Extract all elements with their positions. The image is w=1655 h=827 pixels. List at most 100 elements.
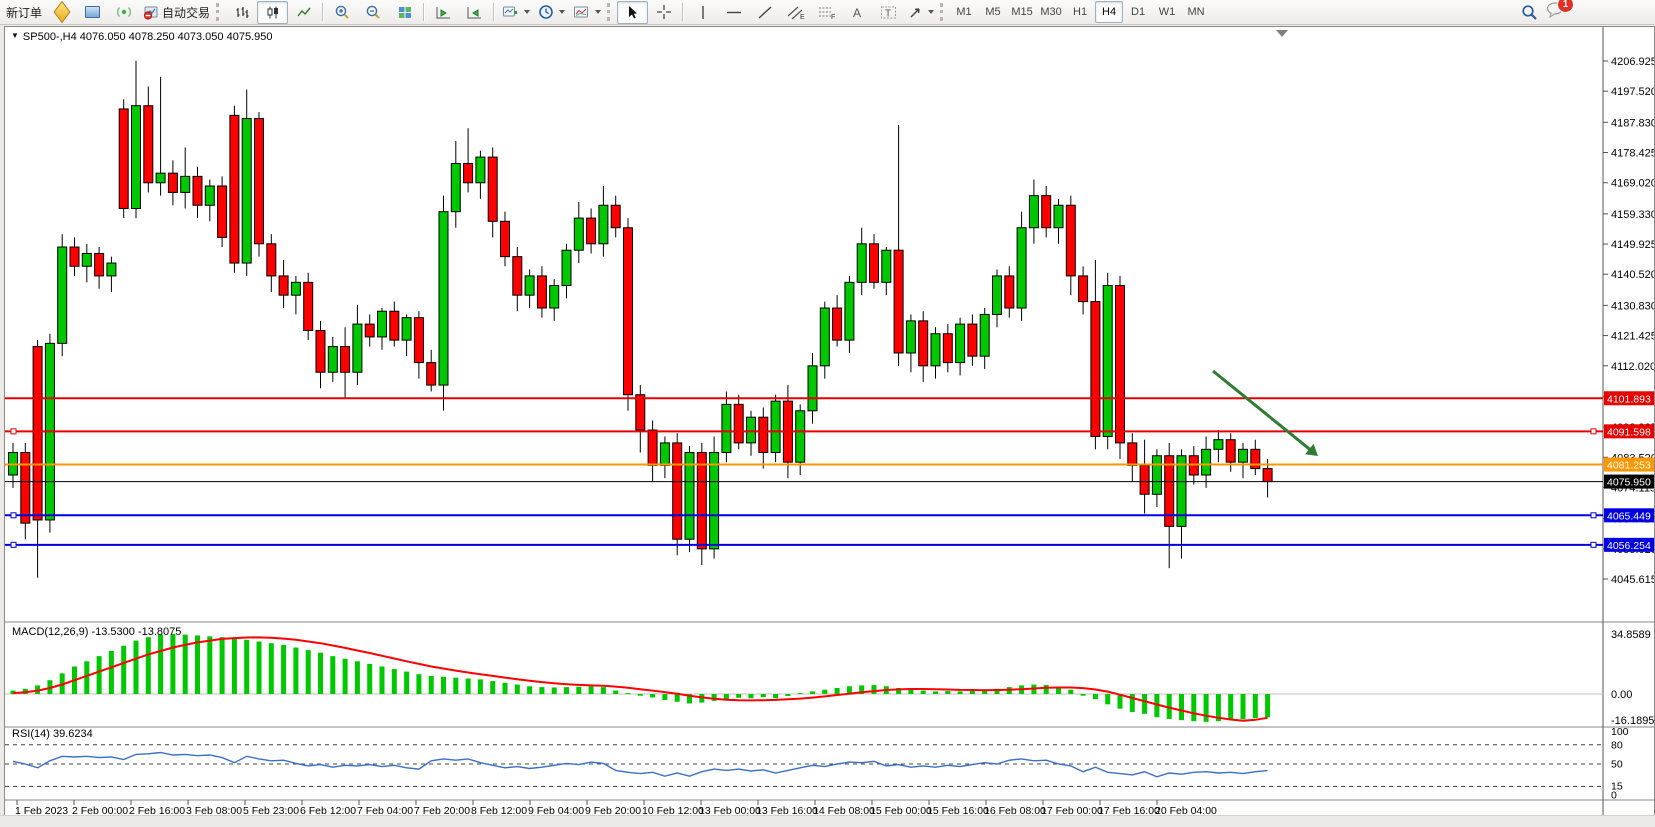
candle-body[interactable] bbox=[536, 275, 547, 309]
candle-body[interactable] bbox=[106, 262, 117, 277]
new-order-button[interactable]: 新订单 bbox=[2, 1, 46, 24]
candle-body[interactable] bbox=[770, 400, 781, 454]
candle-body[interactable] bbox=[118, 108, 129, 209]
candle-body[interactable] bbox=[610, 204, 621, 229]
candle-body[interactable] bbox=[598, 204, 609, 245]
candle-body[interactable] bbox=[1250, 448, 1261, 470]
data-window-button[interactable] bbox=[77, 1, 108, 24]
candle-body[interactable] bbox=[819, 307, 830, 367]
candle-body[interactable] bbox=[1065, 204, 1076, 277]
candle-body[interactable] bbox=[844, 281, 855, 341]
candle-body[interactable] bbox=[1004, 275, 1015, 309]
timeframe-button-h4[interactable]: H4 bbox=[1095, 1, 1124, 23]
period-selector-button[interactable] bbox=[534, 1, 569, 24]
candle-body[interactable] bbox=[524, 275, 535, 296]
timeframe-button-mn[interactable]: MN bbox=[1187, 6, 1205, 18]
candle-body[interactable] bbox=[1225, 439, 1236, 463]
autotrading-button[interactable]: 自动交易 bbox=[139, 1, 214, 24]
candle-body[interactable] bbox=[57, 246, 68, 344]
candle-body[interactable] bbox=[500, 220, 510, 258]
candle-body[interactable] bbox=[1053, 204, 1064, 229]
candle-body[interactable] bbox=[1238, 448, 1248, 463]
candle-body[interactable] bbox=[1115, 285, 1125, 444]
fibonacci-tool-button[interactable]: F bbox=[811, 1, 842, 24]
horizontal-line-tool-button[interactable] bbox=[718, 1, 749, 24]
candle-body[interactable] bbox=[1164, 455, 1175, 527]
candle-body[interactable] bbox=[155, 172, 166, 184]
trendline-tool-button[interactable] bbox=[749, 1, 780, 24]
candle-body[interactable] bbox=[1139, 464, 1150, 495]
candle-body[interactable] bbox=[1262, 468, 1273, 483]
tile-windows-button[interactable] bbox=[389, 1, 420, 24]
candle-body[interactable] bbox=[475, 156, 486, 184]
candle-body[interactable] bbox=[795, 410, 806, 463]
candle-body[interactable] bbox=[377, 310, 387, 338]
candle-body[interactable] bbox=[807, 365, 818, 412]
cursor-tool-button[interactable] bbox=[617, 0, 649, 24]
candle-body[interactable] bbox=[721, 403, 732, 454]
candle-body[interactable] bbox=[696, 452, 707, 550]
candle-body[interactable] bbox=[401, 317, 412, 341]
candle-body[interactable] bbox=[426, 362, 437, 386]
add-indicator-button[interactable] bbox=[498, 1, 534, 24]
toolbar-grip[interactable] bbox=[607, 3, 613, 21]
candle-body[interactable] bbox=[1151, 455, 1162, 495]
candle-body[interactable] bbox=[1176, 455, 1187, 527]
candle-body[interactable] bbox=[869, 243, 879, 283]
chart-canvas[interactable]: 4206.925 4197.520 4187.830 4178.425 4169.020… bbox=[5, 27, 1654, 815]
candle-body[interactable] bbox=[389, 310, 400, 341]
candle-body[interactable] bbox=[549, 285, 560, 309]
candle-body[interactable] bbox=[992, 275, 1002, 315]
toolbar-grip[interactable] bbox=[940, 3, 946, 21]
line-handle[interactable] bbox=[10, 428, 17, 435]
arrows-tool-button[interactable] bbox=[904, 1, 938, 24]
candle-body[interactable] bbox=[733, 403, 744, 444]
line-chart-mode-button[interactable] bbox=[288, 1, 319, 24]
template-button[interactable] bbox=[569, 1, 605, 24]
candle-body[interactable] bbox=[881, 249, 892, 283]
candle-body[interactable] bbox=[217, 185, 228, 238]
candle-body[interactable] bbox=[290, 281, 301, 296]
candle-body[interactable] bbox=[955, 323, 966, 364]
candle-body[interactable] bbox=[647, 429, 658, 466]
candle-body[interactable] bbox=[167, 172, 178, 193]
candle-body[interactable] bbox=[327, 346, 338, 373]
candle-body[interactable] bbox=[967, 323, 978, 357]
candle-body[interactable] bbox=[81, 252, 92, 267]
auto-scroll-button[interactable] bbox=[428, 1, 459, 24]
candle-body[interactable] bbox=[635, 394, 646, 431]
candle-body[interactable] bbox=[20, 452, 31, 524]
candle-body[interactable] bbox=[266, 243, 277, 277]
candle-body[interactable] bbox=[1078, 275, 1089, 303]
candle-body[interactable] bbox=[893, 249, 904, 354]
vertical-line-tool-button[interactable] bbox=[687, 1, 718, 24]
candle-body[interactable] bbox=[709, 452, 720, 550]
candlestick-mode-button[interactable] bbox=[257, 0, 289, 24]
chart-shift-button[interactable] bbox=[459, 1, 490, 24]
toolbar-grip[interactable] bbox=[216, 3, 222, 21]
candle-body[interactable] bbox=[131, 105, 141, 209]
candle-body[interactable] bbox=[512, 256, 523, 296]
candle-body[interactable] bbox=[94, 252, 105, 277]
timeframe-button-w1[interactable]: W1 bbox=[1158, 6, 1176, 18]
timeframe-button-m1[interactable]: M1 bbox=[956, 6, 972, 18]
candle-body[interactable] bbox=[487, 156, 498, 222]
candle-body[interactable] bbox=[463, 163, 474, 184]
candle-body[interactable] bbox=[623, 227, 633, 396]
candle-body[interactable] bbox=[254, 118, 264, 245]
candle-body[interactable] bbox=[413, 317, 424, 364]
candle-body[interactable] bbox=[340, 346, 351, 373]
annotation-arrow[interactable] bbox=[1212, 369, 1315, 454]
candle-body[interactable] bbox=[573, 217, 584, 251]
signals-button[interactable] bbox=[108, 1, 139, 24]
candle-body[interactable] bbox=[32, 346, 43, 521]
candle-body[interactable] bbox=[364, 323, 375, 338]
candle-body[interactable] bbox=[241, 118, 252, 264]
candle-body[interactable] bbox=[438, 211, 449, 386]
line-handle[interactable] bbox=[10, 541, 17, 548]
timeframe-button-m5[interactable]: M5 bbox=[985, 6, 1001, 18]
candle-body[interactable] bbox=[930, 333, 941, 367]
candle-body[interactable] bbox=[450, 163, 461, 213]
timeframe-button-d1[interactable]: D1 bbox=[1131, 6, 1146, 18]
candle-body[interactable] bbox=[1127, 442, 1138, 466]
